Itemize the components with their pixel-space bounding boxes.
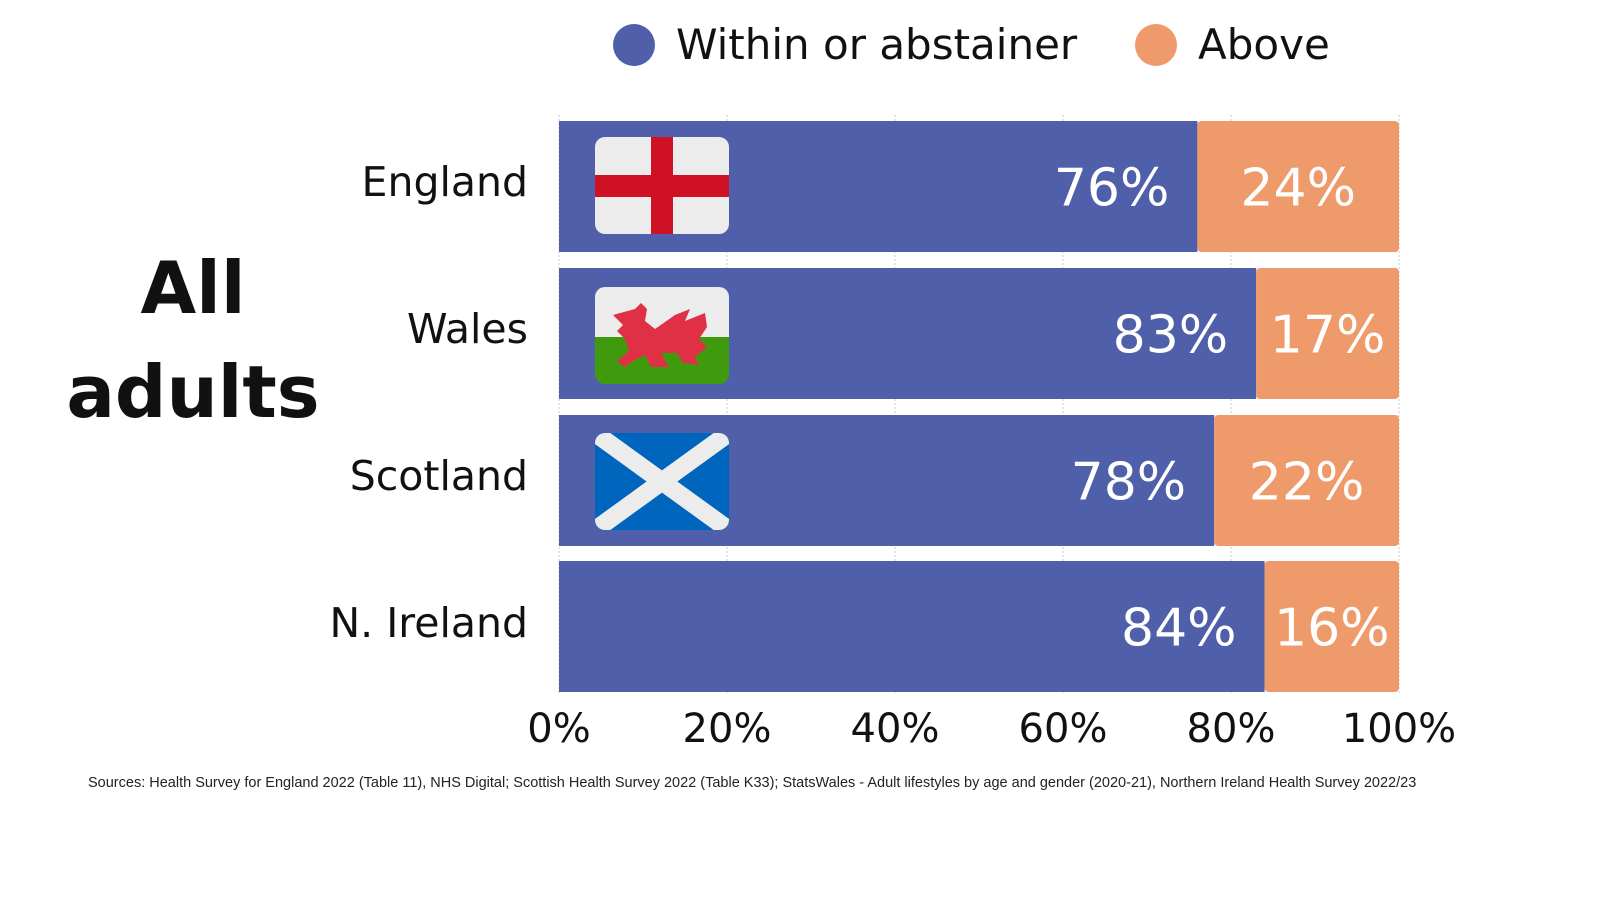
scotland-flag-icon	[595, 433, 729, 530]
title-line-2: adults	[66, 350, 320, 434]
data-label-above: 24%	[1240, 159, 1356, 219]
legend-swatch-above	[1135, 24, 1177, 66]
bar-above	[1197, 121, 1399, 252]
legend-swatch-within	[613, 24, 655, 66]
x-tick-20: 20%	[682, 706, 772, 752]
bar-above	[1214, 415, 1399, 546]
x-tick-60: 60%	[1018, 706, 1108, 752]
x-tick-80: 80%	[1186, 706, 1276, 752]
data-label-within: 76%	[1054, 159, 1170, 219]
legend-label-within: Within or abstainer	[676, 20, 1078, 69]
category-label-wales: Wales	[406, 305, 528, 353]
england-flag-icon	[595, 137, 729, 234]
data-label-within: 78%	[1071, 453, 1187, 513]
x-tick-0: 0%	[527, 706, 591, 752]
bar-above	[1256, 268, 1399, 399]
data-label-within: 83%	[1113, 306, 1229, 366]
chart-title: All adults	[40, 236, 346, 444]
wales-flag-icon	[595, 287, 729, 384]
data-label-above: 17%	[1270, 306, 1386, 366]
data-label-above: 22%	[1249, 453, 1365, 513]
category-label-scotland: Scotland	[349, 452, 528, 500]
data-label-above: 16%	[1274, 599, 1390, 659]
data-label-within: 84%	[1121, 599, 1237, 659]
x-tick-100: 100%	[1341, 706, 1457, 752]
bar-within	[559, 561, 1265, 692]
bar-above	[1264, 561, 1399, 692]
title-line-1: All	[140, 246, 246, 330]
source-note: Sources: Health Survey for England 2022 …	[88, 775, 1417, 791]
category-label-n-ireland: N. Ireland	[329, 599, 528, 647]
category-label-england: England	[361, 158, 528, 206]
legend-label-above: Above	[1198, 20, 1330, 69]
x-tick-40: 40%	[850, 706, 940, 752]
